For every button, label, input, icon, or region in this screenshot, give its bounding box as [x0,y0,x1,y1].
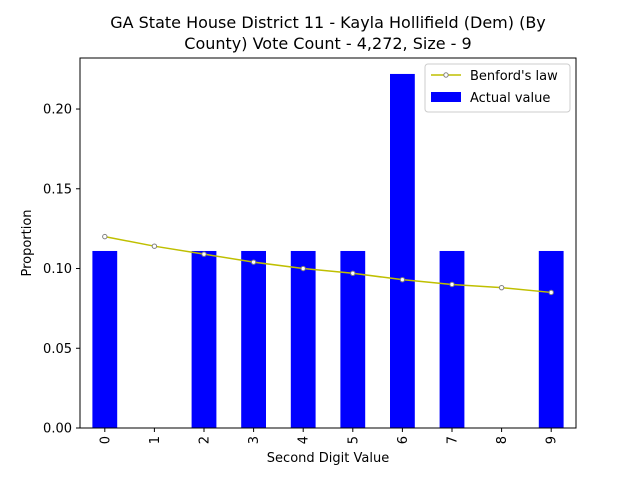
chart-title-line-2: County) Vote Count - 4,272, Size - 9 [184,34,471,53]
y-axis: 0.00 0.05 0.10 0.15 0.20 [43,103,80,437]
benford-point-8 [498,284,505,291]
x-tick-label: 2 [198,436,213,444]
bar-series-actual-value [92,73,564,428]
benford-line-path [104,235,552,294]
bar-9 [538,250,564,428]
benford-point-5 [350,270,356,277]
y-tick-label: 0.00 [43,422,72,437]
legend-bar-swatch [431,92,461,102]
x-tick-label: 4 [297,436,312,444]
bar-6 [390,73,415,428]
y-tick-label: 0.10 [43,262,72,277]
bar-5 [340,250,366,428]
x-tick-label: 1 [148,436,163,444]
bar-0 [92,250,118,428]
bar-3 [241,250,266,428]
legend-label-benford: Benford's law [470,69,558,84]
y-tick-label: 0.15 [43,182,72,197]
bar-2 [191,250,217,428]
y-tick-label: 0.20 [43,103,72,118]
chart-title-line-1: GA State House District 11 - Kayla Holli… [110,13,546,32]
benford-point-2 [201,251,207,257]
y-axis-label: Proportion [20,209,35,276]
legend-box [424,63,571,113]
x-tick-label: 9 [545,436,560,444]
x-axis-label: Second Digit Value [267,451,389,466]
bar-4 [290,250,316,428]
plot-frame [79,57,577,429]
benford-point-3 [250,259,257,265]
benford-point-4 [300,265,306,272]
benford-point-6 [399,276,406,283]
x-tick-label: 6 [396,436,411,444]
benford-point-9 [548,289,554,296]
legend-marker-swatch [443,72,449,78]
legend: Benford's law Actual value [424,63,571,113]
x-tick-label: 3 [247,436,262,444]
x-tick-label: 0 [98,436,113,444]
legend-label-actual: Actual value [470,91,550,106]
bar-7 [439,250,465,428]
x-tick-label: 5 [346,436,361,444]
benford-point-7 [449,281,455,288]
x-tick-label: 7 [446,436,461,444]
benford-point-1 [151,243,158,249]
y-tick-label: 0.05 [43,342,72,357]
benford-point-0 [102,233,108,240]
x-axis: 0 1 2 3 4 5 6 7 8 9 [98,428,560,444]
line-series-benford [102,233,554,296]
x-tick-label: 8 [495,436,510,444]
